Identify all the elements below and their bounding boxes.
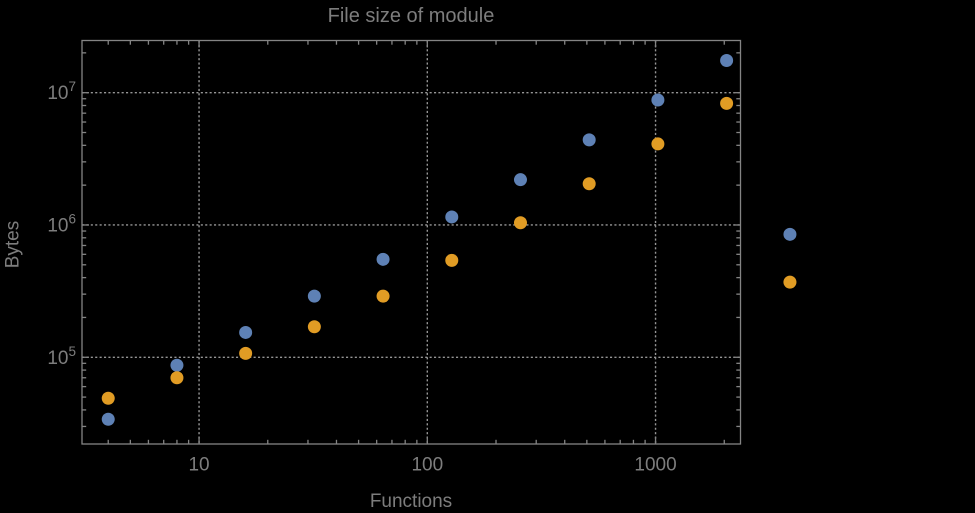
data-point-orange [651, 137, 665, 151]
data-point-blue [720, 54, 734, 68]
data-point-orange [783, 275, 797, 289]
y-tick-label: 106 [47, 211, 76, 236]
y-tick-label: 107 [47, 79, 76, 104]
x-tick-label: 10 [188, 455, 209, 476]
x-axis-label: Functions [369, 491, 453, 512]
data-point-blue [239, 325, 253, 339]
data-point-blue [170, 358, 184, 372]
data-point-blue [783, 227, 797, 241]
plot-frame [81, 39, 742, 445]
data-point-blue [651, 93, 665, 107]
data-point-orange [307, 320, 321, 334]
data-point-blue [101, 412, 115, 426]
data-point-orange [376, 289, 390, 303]
x-tick-label: 100 [411, 455, 443, 476]
chart-title: File size of module [327, 5, 495, 27]
data-point-blue [376, 252, 390, 266]
data-point-orange [513, 216, 527, 230]
data-point-orange [101, 391, 115, 405]
data-point-blue [445, 210, 459, 224]
y-tick-label: 105 [47, 344, 76, 369]
data-point-blue [582, 133, 596, 147]
data-point-orange [239, 346, 253, 360]
x-tick-label: 1000 [634, 455, 676, 476]
data-point-orange [582, 177, 596, 191]
data-point-blue [307, 289, 321, 303]
data-point-orange [445, 253, 459, 267]
data-point-blue [513, 173, 527, 187]
data-point-orange [720, 96, 734, 110]
data-point-orange [170, 371, 184, 385]
